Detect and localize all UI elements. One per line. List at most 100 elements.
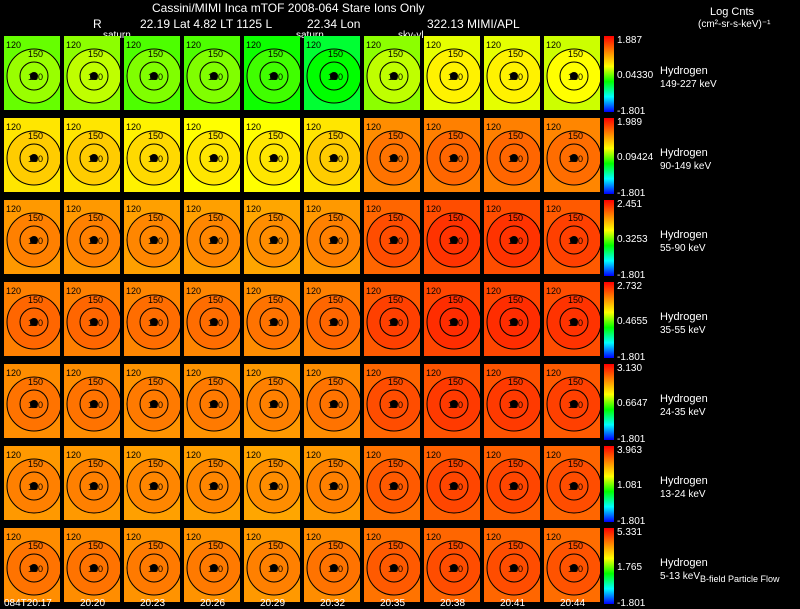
planet-marker <box>390 400 398 408</box>
image-cell: 120 150 180 <box>424 200 480 274</box>
planet-marker <box>270 400 278 408</box>
outer-circle <box>126 212 180 268</box>
circle-label: 120 <box>306 204 321 214</box>
planet-marker <box>270 72 278 80</box>
outer-circle <box>66 376 120 432</box>
planet-marker <box>450 564 458 572</box>
image-cell: 120 150 180 <box>424 118 480 192</box>
circle-label: 180 <box>388 318 403 328</box>
circle-label: 120 <box>306 532 321 542</box>
circle-label: 150 <box>268 49 283 59</box>
circle-label: 150 <box>508 131 523 141</box>
outer-circle <box>186 376 240 432</box>
planet-marker <box>90 400 98 408</box>
circle-label: 120 <box>366 368 381 378</box>
circle-label: 120 <box>246 204 261 214</box>
planet-marker <box>510 154 518 162</box>
planet-marker <box>330 564 338 572</box>
inner-circle <box>559 389 589 419</box>
circle-label: 180 <box>28 154 43 164</box>
circle-label: 120 <box>366 532 381 542</box>
circle-label: 150 <box>148 49 163 59</box>
outer-circle <box>6 458 60 514</box>
image-cell: 120 150 180 <box>184 118 240 192</box>
colorbar <box>604 200 614 276</box>
circle-label: 150 <box>88 213 103 223</box>
circle-label: 180 <box>268 154 283 164</box>
circle-label: 180 <box>208 400 223 410</box>
image-cell: 120 150 180 <box>304 118 360 192</box>
colorbar-min-label: -1.801 <box>617 598 646 609</box>
time-tick-label: 084T20:17 <box>4 598 52 609</box>
inner-circle <box>559 143 589 173</box>
circle-label: 120 <box>306 40 321 50</box>
colorbar <box>604 118 614 194</box>
circle-label: 120 <box>546 122 561 132</box>
planet-marker <box>570 482 578 490</box>
circle-label: 150 <box>448 377 463 387</box>
inner-circle <box>559 225 589 255</box>
outer-circle <box>366 376 420 432</box>
image-cell: 120 150 180 <box>4 364 60 438</box>
circle-label: 180 <box>208 72 223 82</box>
inner-circle <box>499 389 529 419</box>
row-species-label: Hydrogen <box>660 393 708 405</box>
row-species-label: Hydrogen <box>660 557 708 569</box>
inner-circle <box>319 225 349 255</box>
outer-circle <box>486 294 540 350</box>
inner-circle <box>439 143 469 173</box>
inner-circle <box>199 225 229 255</box>
circle-label: 150 <box>208 213 223 223</box>
circle-label: 120 <box>426 204 441 214</box>
colorbar-max-label: 5.331 <box>617 527 643 538</box>
units-label: (cm²-sr-s-keV)⁻¹ <box>698 19 771 30</box>
circle-label: 150 <box>328 131 343 141</box>
circle-label: 120 <box>126 286 141 296</box>
circle-label: 150 <box>28 49 43 59</box>
circle-label: 180 <box>568 482 583 492</box>
circle-label: 120 <box>186 204 201 214</box>
inner-circle <box>79 471 109 501</box>
planet-marker <box>570 318 578 326</box>
planet-marker <box>330 72 338 80</box>
circle-label: 150 <box>208 459 223 469</box>
circle-label: 150 <box>88 459 103 469</box>
circle-label: 120 <box>486 450 501 460</box>
image-cell: 120 150 180 <box>244 36 300 110</box>
circle-label: 150 <box>28 377 43 387</box>
inner-circle <box>319 61 349 91</box>
circle-label: 150 <box>388 459 403 469</box>
circle-label: 120 <box>126 450 141 460</box>
planet-marker <box>210 564 218 572</box>
image-cell: 120 150 180 <box>304 446 360 520</box>
circle-label: 120 <box>186 532 201 542</box>
inner-circle <box>319 389 349 419</box>
circle-label: 150 <box>508 377 523 387</box>
circle-label: 120 <box>366 40 381 50</box>
circle-label: 120 <box>66 40 81 50</box>
planet-marker <box>390 482 398 490</box>
circle-label: 180 <box>568 72 583 82</box>
row-energy-label: 35-55 keV <box>660 325 706 336</box>
planet-marker <box>570 564 578 572</box>
circle-label: 180 <box>208 482 223 492</box>
image-cell: 120 150 180 <box>484 528 540 602</box>
planet-marker <box>510 236 518 244</box>
circle-label: 150 <box>28 213 43 223</box>
image-cell: 120 150 180 <box>424 528 480 602</box>
circle-label: 180 <box>88 236 103 246</box>
position-line: 22.19 Lat 4.82 LT 1125 L <box>140 17 273 31</box>
image-cell: 120 150 180 <box>364 282 420 356</box>
image-cell: 120 150 180 <box>4 118 60 192</box>
colorbar-min-label: -1.801 <box>617 434 646 445</box>
inner-circle <box>139 143 169 173</box>
circle-label: 180 <box>208 318 223 328</box>
outer-circle <box>306 458 360 514</box>
image-cell: 120 150 180 <box>244 200 300 274</box>
circle-label: 150 <box>28 459 43 469</box>
planet-marker <box>90 318 98 326</box>
outer-circle <box>486 212 540 268</box>
circle-label: 120 <box>186 122 201 132</box>
inner-circle <box>19 307 49 337</box>
circle-label: 120 <box>486 40 501 50</box>
